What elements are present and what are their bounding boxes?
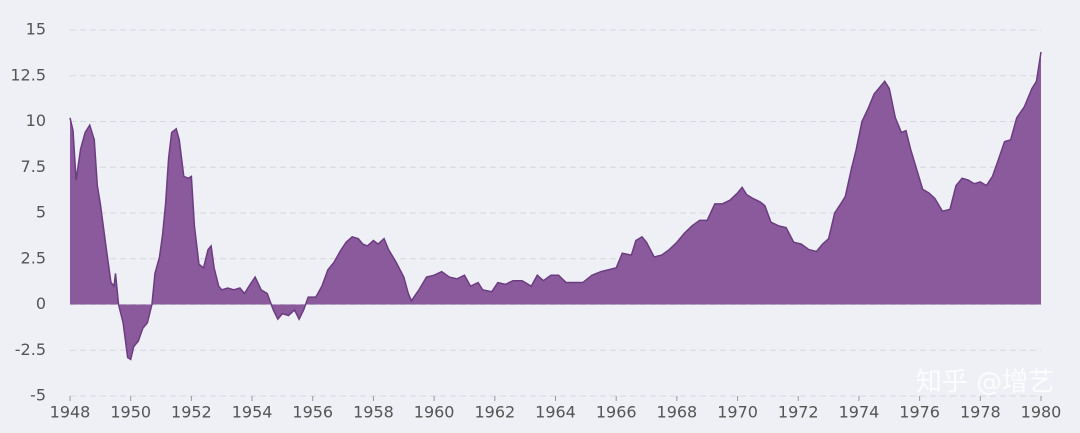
y-tick-label: 2.5 xyxy=(21,248,46,267)
y-tick-label: 10 xyxy=(26,111,46,130)
y-tick-label: -5 xyxy=(30,386,46,405)
x-tick-label: 1966 xyxy=(596,403,637,422)
watermark: 知乎 @增艺 xyxy=(916,368,1054,398)
x-tick-label: 1958 xyxy=(353,403,394,422)
x-tick-label: 1968 xyxy=(657,403,698,422)
y-tick-label: -2.5 xyxy=(15,340,46,359)
y-tick-label: 15 xyxy=(26,20,46,39)
y-tick-label: 0 xyxy=(36,294,46,313)
x-tick-label: 1954 xyxy=(232,403,273,422)
x-tick-label: 1952 xyxy=(171,403,212,422)
y-tick-label: 5 xyxy=(36,203,46,222)
x-tick-label: 1976 xyxy=(899,403,940,422)
x-tick-label: 1972 xyxy=(778,403,819,422)
area xyxy=(70,51,1041,360)
x-tick-label: 1978 xyxy=(960,403,1001,422)
x-tick-label: 1962 xyxy=(474,403,515,422)
y-tick-label: 7.5 xyxy=(21,157,46,176)
x-tick-label: 1964 xyxy=(535,403,576,422)
x-tick-label: 1956 xyxy=(292,403,333,422)
x-tick-label: 1970 xyxy=(717,403,758,422)
x-tick-label: 1980 xyxy=(1021,403,1062,422)
x-tick-label: 1948 xyxy=(50,403,91,422)
x-tick-label: 1950 xyxy=(110,403,151,422)
x-tick-label: 1974 xyxy=(839,403,880,422)
area-line xyxy=(69,51,1042,361)
x-tick-label: 1960 xyxy=(414,403,455,422)
y-tick-label: 12.5 xyxy=(10,65,46,84)
